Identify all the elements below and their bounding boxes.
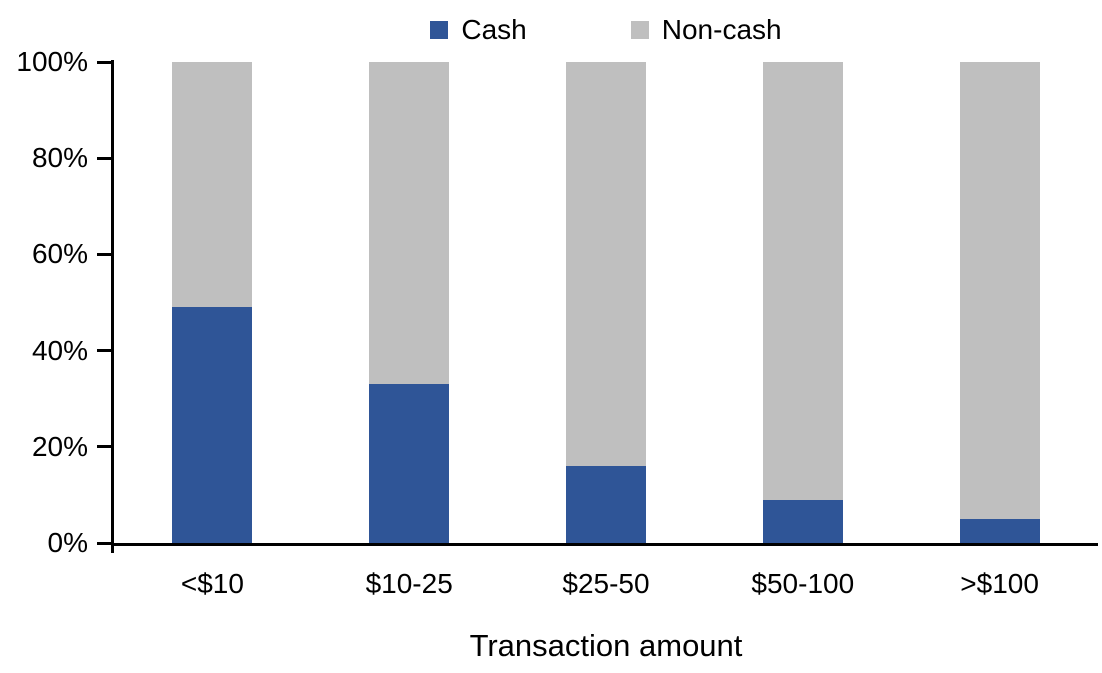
y-tick-label: 40% xyxy=(31,334,88,366)
noncash-swatch-icon xyxy=(630,21,649,39)
bar-segment-cash xyxy=(762,499,843,543)
stacked-bar xyxy=(172,62,253,543)
y-tick-label: 60% xyxy=(31,238,88,270)
chart-legend: Cash Non-cash xyxy=(114,12,1098,48)
legend-label-noncash: Non-cash xyxy=(661,14,782,45)
y-tick-mark xyxy=(97,156,111,160)
plot-area xyxy=(97,60,1098,553)
legend-item-cash: Cash xyxy=(430,12,527,48)
legend-label-cash: Cash xyxy=(461,14,527,45)
bar-slot xyxy=(508,62,705,543)
legend-item-noncash: Non-cash xyxy=(630,12,782,48)
stacked-bar xyxy=(762,62,843,543)
x-category-label: $50-100 xyxy=(751,568,855,599)
bar-segment-cash xyxy=(172,307,253,543)
bar-segment-non-cash xyxy=(565,62,646,467)
y-tick-label: 80% xyxy=(31,142,88,174)
x-category-label: $10-25 xyxy=(365,568,453,599)
y-tick-label: 20% xyxy=(31,430,88,462)
y-tick-label: 100% xyxy=(16,46,88,77)
bar-slot xyxy=(114,62,311,543)
x-axis-line xyxy=(111,543,1098,546)
bar-segment-non-cash xyxy=(762,62,843,500)
y-tick-mark xyxy=(97,349,111,353)
bar-segment-non-cash xyxy=(369,62,450,385)
y-axis-line xyxy=(111,60,114,553)
bar-segment-non-cash xyxy=(172,62,253,308)
bar-slot xyxy=(704,62,901,543)
y-tick-mark xyxy=(97,541,111,545)
y-tick-mark xyxy=(97,252,111,256)
bar-segment-cash xyxy=(369,384,450,543)
y-tick-mark xyxy=(97,445,111,449)
bar-slot xyxy=(901,62,1098,543)
stacked-bar xyxy=(565,62,646,543)
y-axis-tick-labels: 0% 20% 40% 60% 80% 100% xyxy=(0,48,88,557)
stacked-bar xyxy=(369,62,450,543)
bar-slot xyxy=(311,62,508,543)
y-tick-label: 0% xyxy=(47,527,88,558)
x-category-label: $25-50 xyxy=(562,568,650,599)
stacked-bar xyxy=(959,62,1040,543)
x-axis-title: Transaction amount xyxy=(469,628,743,663)
y-tick-mark xyxy=(97,60,111,64)
x-category-label: >$100 xyxy=(960,568,1039,599)
bar-segment-non-cash xyxy=(959,62,1040,519)
cash-swatch-icon xyxy=(430,21,449,39)
x-category-label: <$10 xyxy=(180,568,244,599)
bar-series xyxy=(114,62,1098,543)
x-axis-category-labels: <$10 $10-25 $25-50 $50-100 >$100 xyxy=(114,567,1098,601)
bar-segment-cash xyxy=(959,518,1040,543)
bar-segment-cash xyxy=(565,466,646,543)
